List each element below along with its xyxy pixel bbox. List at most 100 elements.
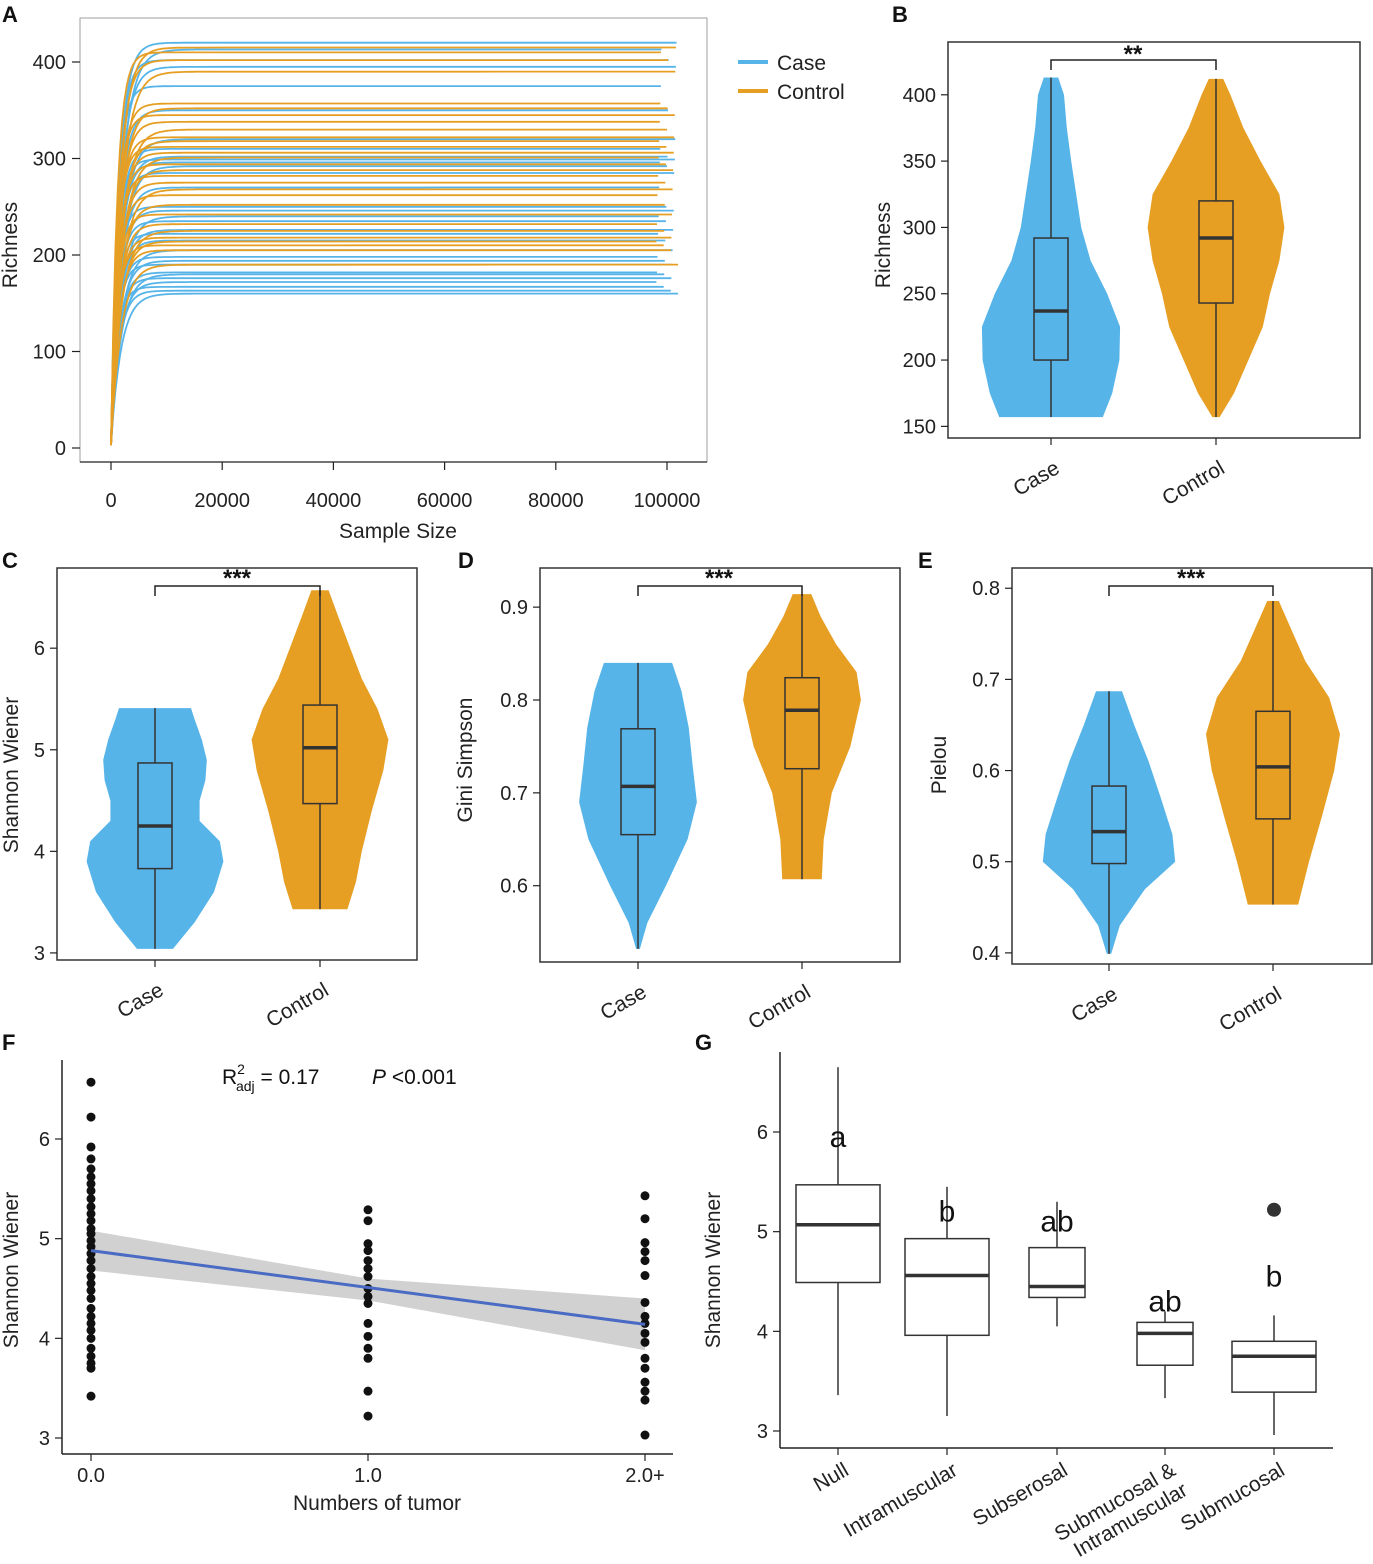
scatter-point	[86, 1194, 96, 1204]
violin-case	[86, 708, 224, 949]
significance-d: ***	[705, 565, 734, 592]
scatter-point	[86, 1216, 96, 1226]
y-tick-label-e: 0.8	[972, 578, 1000, 600]
category-label-case: Case	[597, 980, 651, 1024]
scatter-point	[86, 1279, 96, 1289]
significance-bracket-e	[1108, 585, 1274, 596]
category-label-g2: Subserosal	[969, 1458, 1071, 1530]
y-tick-label-a: 100	[33, 342, 66, 364]
group-letter-g0: a	[830, 1121, 847, 1154]
scatter-point	[363, 1256, 373, 1266]
box-case	[620, 728, 656, 836]
scatter-point	[640, 1328, 650, 1338]
y-tick-label-e: 0.6	[972, 761, 1000, 783]
panel-a: A 0 20000 40000 60000 80000 100000 0 100 200 300 4…	[0, 2, 845, 543]
box-control	[784, 676, 820, 770]
scatter-point	[640, 1386, 650, 1396]
rarefaction-curve-case	[110, 289, 671, 446]
scatter-point	[640, 1353, 650, 1363]
x-tick-label-a: 0	[105, 490, 116, 512]
violin-control	[1206, 601, 1340, 905]
panel-b: B 150 200 250 300 350 400 Case Control ** Richn…	[872, 2, 1361, 510]
panel-e: E 0.4 0.5 0.6 0.7 0.8 Case Control *** Pielou	[918, 548, 1373, 1036]
scatter-point	[363, 1272, 373, 1282]
scatter-point	[640, 1247, 650, 1257]
y-tick-label-c: 4	[34, 841, 45, 863]
rarefaction-curve-control	[110, 223, 657, 446]
y-tick-label-b: 150	[903, 416, 936, 438]
box-g1	[904, 1237, 990, 1337]
category-label-g1: Intramuscular	[840, 1458, 962, 1542]
scatter-point	[363, 1331, 373, 1341]
y-axis-label-e: Pielou	[928, 736, 951, 794]
box-case	[1033, 237, 1069, 361]
box-g0	[795, 1184, 881, 1284]
scatter-point	[86, 1325, 96, 1335]
y-tick-label-d: 0.6	[500, 876, 528, 898]
panel-letter-e: E	[918, 548, 933, 573]
scatter-point	[363, 1205, 373, 1215]
violin-control	[251, 590, 389, 910]
y-tick-label-e: 0.4	[972, 943, 1000, 965]
legend-label-control: Control	[777, 81, 845, 104]
rarefaction-curve-case	[110, 41, 677, 446]
rarefaction-curve-case	[110, 148, 661, 446]
scatter-point	[640, 1395, 650, 1405]
scatter-point	[363, 1343, 373, 1353]
panel-letter-g: G	[695, 1030, 712, 1055]
scatter-point	[640, 1337, 650, 1347]
x-tick-label-f: 1.0	[354, 1465, 382, 1487]
rarefaction-curve-case	[110, 158, 675, 446]
rarefaction-curve-control	[110, 249, 671, 446]
y-tick-label-f: 6	[39, 1129, 50, 1151]
scatter-point	[86, 1164, 96, 1174]
scatter-point	[640, 1363, 650, 1373]
significance-c: ***	[223, 565, 252, 592]
rarefaction-curve-control	[110, 194, 658, 446]
scatter-point	[86, 1142, 96, 1152]
box-control	[1198, 200, 1234, 304]
scatter-plot-f: 3 4 5 6 0.0 1.0 2.0+	[39, 1060, 673, 1487]
rarefaction-curve-control	[110, 51, 661, 446]
scatter-point	[363, 1386, 373, 1396]
violin-plot-e: 0.4 0.5 0.6 0.7 0.8 Case Control	[972, 578, 1340, 1036]
y-tick-label-b: 250	[903, 284, 936, 306]
box-case	[1091, 785, 1127, 865]
y-tick-label-d: 0.7	[500, 783, 528, 805]
scatter-point	[640, 1256, 650, 1266]
scatter-point	[640, 1271, 650, 1281]
category-label-control: Control	[744, 980, 814, 1034]
group-letter-g4: b	[1266, 1261, 1283, 1294]
rarefaction-curve-case	[110, 259, 665, 446]
rarefaction-curve-control	[110, 181, 666, 446]
category-label-case: Case	[1068, 982, 1122, 1026]
plot-frame-e	[1011, 567, 1373, 965]
scatter-point	[86, 1303, 96, 1313]
legend: Case Control	[738, 52, 845, 104]
rarefaction-curve-control	[110, 203, 665, 446]
p-annotation: P <0.001	[372, 1066, 457, 1089]
y-axis-label-g: Shannon Wiener	[702, 1192, 725, 1348]
category-label-control: Control	[1158, 456, 1228, 510]
scatter-point	[86, 1343, 96, 1353]
scatter-point	[363, 1298, 373, 1308]
y-tick-label-e: 0.7	[972, 669, 1000, 691]
scatter-point	[363, 1246, 373, 1256]
significance-bracket-c	[154, 585, 321, 596]
y-tick-label-e: 0.5	[972, 852, 1000, 874]
x-tick-label-a: 40000	[306, 490, 362, 512]
x-tick-label-f: 2.0+	[625, 1465, 664, 1487]
rarefaction-curve-control	[110, 188, 673, 446]
scatter-point	[640, 1297, 650, 1307]
x-tick-label-a: 80000	[528, 490, 584, 512]
rarefaction-curve-case	[110, 239, 666, 446]
violin-case	[1042, 691, 1176, 954]
rarefaction-curve-case	[110, 285, 664, 446]
y-tick-label-g: 4	[757, 1321, 768, 1343]
y-axis-label-f: Shannon Wiener	[0, 1192, 23, 1348]
y-tick-label-a: 400	[33, 52, 66, 74]
rarefaction-curve-case	[110, 48, 662, 446]
rarefaction-curve-case	[110, 186, 660, 446]
panel-letter-c: C	[2, 548, 18, 573]
x-tick-label-a: 20000	[194, 490, 250, 512]
